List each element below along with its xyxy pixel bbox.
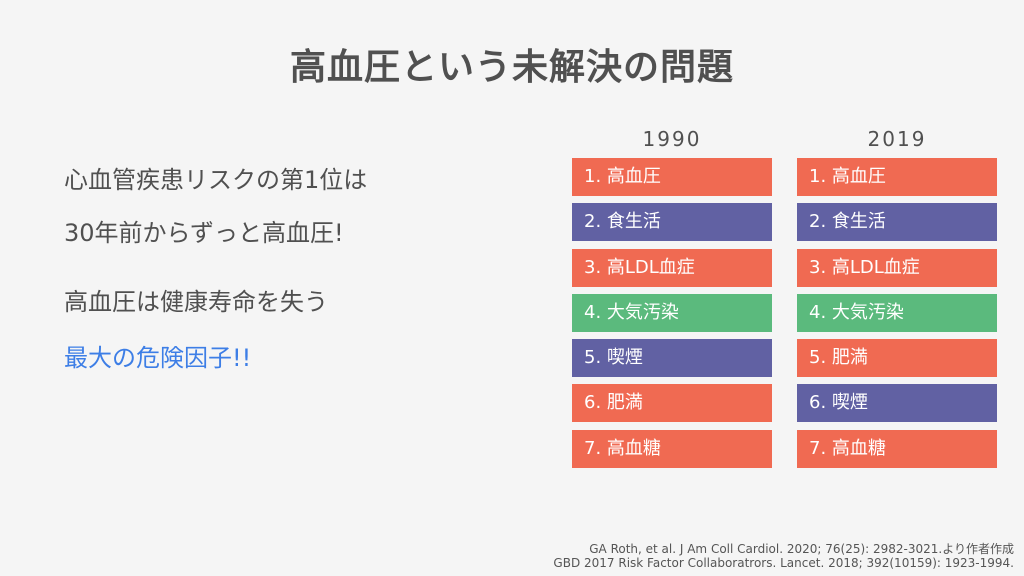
risk-factor-item: 7. 高血糖: [797, 429, 997, 468]
risk-factor-item: 6. 喫煙: [797, 384, 997, 423]
risk-ranking-2019: 1. 高血圧 2. 食生活 3. 高LDL血症 4. 大気汚染 5. 肥満 6.…: [797, 158, 997, 475]
lead-line-3: 高血圧は健康寿命を失う: [64, 288, 328, 316]
risk-factor-item: 3. 高LDL血症: [797, 248, 997, 287]
risk-factor-item: 6. 肥満: [572, 384, 772, 423]
risk-factor-item: 3. 高LDL血症: [572, 248, 772, 287]
risk-factor-item: 2. 食生活: [572, 203, 772, 242]
risk-factor-item: 1. 高血圧: [572, 158, 772, 196]
column-year-1990: 1990: [642, 127, 702, 151]
citation-line-2: GBD 2017 Risk Factor Collaboratrors. Lan…: [553, 556, 1014, 570]
lead-line-1: 心血管疾患リスクの第1位は: [64, 166, 368, 194]
risk-factor-item: 2. 食生活: [797, 203, 997, 242]
risk-factor-item: 4. 大気汚染: [572, 293, 772, 332]
risk-factor-item: 5. 肥満: [797, 339, 997, 378]
risk-factor-item: 1. 高血圧: [797, 158, 997, 196]
lead-line-2: 30年前からずっと高血圧!: [64, 219, 344, 247]
risk-factor-item: 4. 大気汚染: [797, 293, 997, 332]
citation-line-1: GA Roth, et al. J Am Coll Cardiol. 2020;…: [589, 542, 1014, 556]
lead-line-4-highlight: 最大の危険因子!!: [64, 344, 252, 372]
column-year-2019: 2019: [867, 127, 927, 151]
risk-factor-item: 5. 喫煙: [572, 339, 772, 378]
risk-ranking-1990: 1. 高血圧 2. 食生活 3. 高LDL血症 4. 大気汚染 5. 喫煙 6.…: [572, 158, 772, 475]
risk-factor-item: 7. 高血糖: [572, 429, 772, 468]
slide-title: 高血圧という未解決の問題: [289, 47, 734, 88]
